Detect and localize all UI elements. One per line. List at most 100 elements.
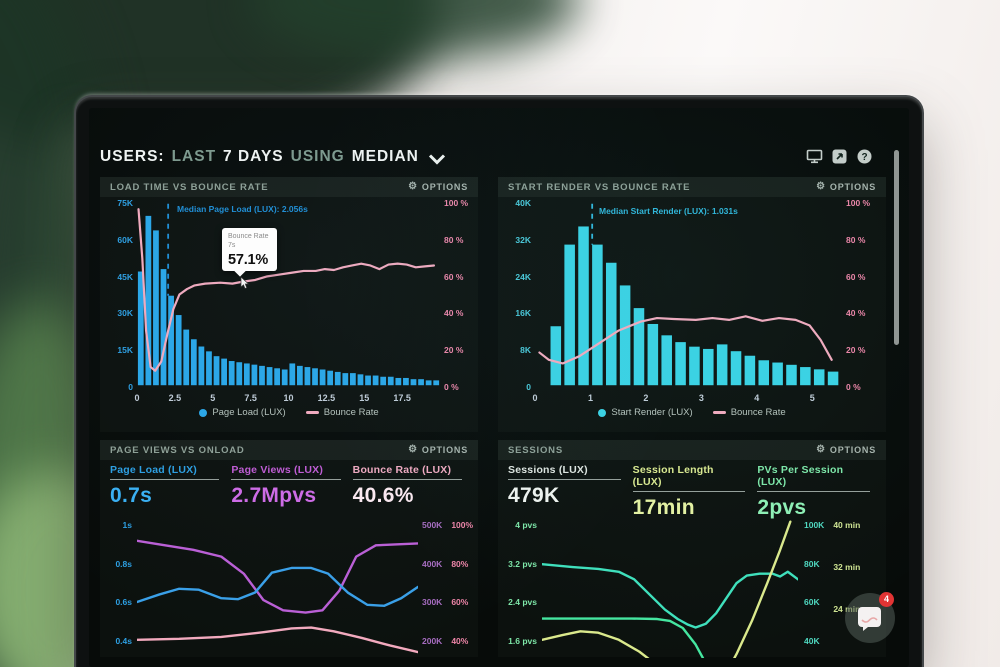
histogram-bar[interactable] (357, 374, 364, 386)
legend-item[interactable]: Bounce Rate (305, 407, 379, 418)
x-axis-tick-label: 1 (587, 393, 593, 403)
header-title-last[interactable]: LAST (171, 148, 217, 165)
histogram-bar[interactable] (605, 262, 617, 386)
histogram-bar[interactable] (716, 344, 728, 386)
histogram-bar[interactable] (221, 358, 227, 386)
histogram-bar[interactable] (418, 379, 424, 386)
histogram-bar[interactable] (703, 348, 714, 386)
histogram-bar[interactable] (198, 346, 205, 386)
legend-item[interactable]: Bounce Rate (712, 407, 786, 418)
histogram-bar[interactable] (800, 367, 811, 386)
histogram-bar[interactable] (266, 367, 273, 386)
histogram-bar[interactable] (380, 376, 387, 386)
histogram-bar[interactable] (675, 342, 686, 386)
y-axis-column: 500K 400K 300K 200K (422, 520, 442, 646)
plot-area (542, 518, 798, 658)
histogram-bar[interactable] (813, 369, 825, 386)
histogram-bar[interactable] (403, 377, 409, 386)
histogram-bar[interactable] (744, 355, 756, 386)
chart-legend: Start Render (LUX) Bounce Rate (498, 407, 886, 418)
histogram-bar[interactable] (327, 370, 334, 386)
options-button[interactable]: ⚙ OPTIONS (408, 182, 468, 193)
histogram-bar[interactable] (160, 269, 167, 386)
histogram-bar[interactable] (281, 369, 288, 386)
display-icon[interactable] (806, 148, 823, 165)
histogram-bar[interactable] (619, 285, 631, 386)
x-axis: 0 1 2 3 4 5 (532, 393, 840, 405)
histogram-bar[interactable] (647, 323, 659, 386)
header-title-median[interactable]: MEDIAN (351, 148, 419, 165)
y-axis-tick-label: 20 % (444, 345, 464, 356)
options-button[interactable]: ⚙ OPTIONS (816, 182, 876, 193)
histogram-bar[interactable] (342, 373, 349, 386)
histogram-bar[interactable] (228, 361, 235, 386)
histogram-bar[interactable] (145, 215, 152, 386)
options-button[interactable]: ⚙ OPTIONS (408, 445, 468, 456)
metrics-row: Page Load (LUX) 0.7s Page Views (LUX) 2.7Mp… (110, 464, 474, 508)
help-icon[interactable]: ? (856, 148, 873, 165)
histogram-bar[interactable] (827, 371, 839, 386)
histogram-bar[interactable] (758, 360, 770, 386)
histogram-bar[interactable] (592, 244, 603, 386)
histogram-bar[interactable] (350, 373, 356, 386)
options-label: OPTIONS (829, 445, 876, 455)
histogram-bar[interactable] (289, 363, 296, 386)
histogram-bar[interactable] (633, 308, 645, 386)
histogram-bar[interactable] (206, 351, 212, 386)
page-scrollbar[interactable] (894, 150, 899, 345)
x-axis-tick-label: 2 (643, 393, 649, 403)
histogram-bar[interactable] (334, 371, 341, 386)
histogram-bar[interactable] (251, 364, 258, 386)
y-axis-tick-label: 30K (117, 308, 133, 319)
histogram-bar[interactable] (183, 329, 190, 386)
header-title-users[interactable]: USERS: (100, 148, 165, 165)
y-axis-tick-label: 0 % (444, 381, 459, 392)
bounce-rate-line (539, 316, 831, 363)
histogram-bar[interactable] (236, 362, 243, 386)
histogram-bar[interactable] (319, 369, 326, 386)
histogram-bar[interactable] (168, 295, 174, 386)
histogram-bar[interactable] (372, 375, 379, 386)
header-title-days[interactable]: 7 DAYS (223, 148, 284, 165)
series-line (137, 541, 418, 613)
histogram-bar[interactable] (312, 368, 318, 386)
histogram-bar[interactable] (243, 363, 250, 386)
histogram-bar[interactable] (689, 346, 700, 386)
histogram-bar[interactable] (153, 230, 159, 386)
histogram-bar[interactable] (296, 365, 303, 386)
metric-label: Session Length (LUX) (632, 464, 746, 492)
histogram-bar[interactable] (410, 379, 417, 386)
histogram-bar[interactable] (175, 315, 182, 386)
histogram-bar[interactable] (433, 380, 440, 386)
histogram-bar[interactable] (786, 364, 797, 386)
chevron-down-icon[interactable] (428, 153, 446, 165)
legend-swatch (712, 411, 726, 414)
header-title-using[interactable]: USING (290, 148, 345, 165)
histogram-bar[interactable] (259, 365, 265, 386)
histogram-bar[interactable] (578, 226, 589, 386)
histogram-bar[interactable] (772, 362, 783, 386)
histogram-bar[interactable] (661, 335, 672, 386)
histogram-bar[interactable] (137, 271, 144, 386)
legend-item[interactable]: Start Render (LUX) (598, 407, 693, 418)
y-axis-tick-label: 20 % (846, 345, 866, 356)
histogram-bar[interactable] (274, 368, 281, 386)
histogram-bar[interactable] (365, 375, 371, 386)
histogram-bar[interactable] (387, 376, 394, 386)
legend-item[interactable]: Page Load (LUX) (199, 407, 286, 418)
histogram-bar[interactable] (395, 377, 402, 386)
chat-widget-button[interactable]: 4 (845, 592, 895, 643)
plot-area: Median Start Render (LUX): 1.031s (535, 200, 840, 389)
histogram-bar[interactable] (304, 367, 311, 386)
histogram-bar[interactable] (730, 351, 742, 386)
histogram-bar[interactable] (213, 356, 220, 386)
histogram-bar[interactable] (564, 244, 575, 386)
share-icon[interactable] (831, 148, 848, 165)
histogram-bar[interactable] (550, 326, 562, 386)
x-axis: 0 2.5 5 7.5 10 12.5 15 17.5 (134, 393, 440, 405)
options-button[interactable]: ⚙ OPTIONS (816, 445, 876, 456)
histogram-bar[interactable] (425, 380, 432, 386)
median-annotation: Median Page Load (LUX): 2.056s (177, 204, 308, 214)
x-axis-tick-label: 2.5 (168, 393, 182, 403)
histogram-bar[interactable] (190, 339, 197, 386)
